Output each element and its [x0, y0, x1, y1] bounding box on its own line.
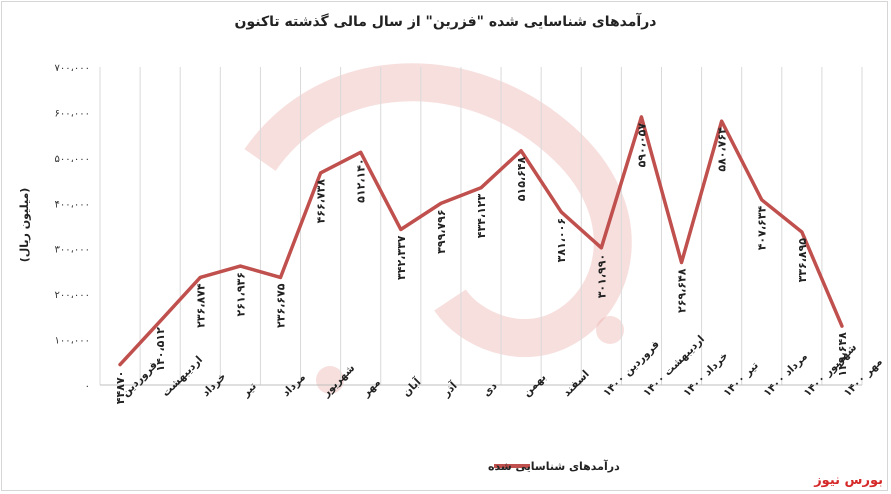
data-point — [118, 363, 122, 367]
y-tick-label: ۴۰۰،۰۰۰ — [55, 199, 90, 210]
y-axis-ticks: ۰ ۱۰۰،۰۰۰ ۲۰۰،۰۰۰ ۳۰۰،۰۰۰ ۴۰۰،۰۰۰ ۵۰۰،۰۰۰ ۶۰۰،… — [55, 63, 90, 392]
legend: درآمدهای شناسایی شده — [488, 459, 620, 473]
data-label: ۲۶۱،۹۳۶ — [234, 272, 247, 316]
data-label: ۴۰۷،۶۳۴ — [756, 206, 769, 251]
grid-lines — [99, 67, 863, 386]
data-point — [519, 149, 523, 153]
x-category-label: تیر ۱۴۰۰ — [721, 359, 761, 399]
data-point — [399, 227, 403, 231]
y-tick-label: ۵۰۰،۰۰۰ — [55, 154, 90, 165]
x-category-label: آذر — [439, 379, 460, 400]
data-label: ۱۴۰،۵۱۲ — [154, 327, 167, 372]
y-tick-label: ۶۰۰،۰۰۰ — [55, 108, 90, 119]
data-label: ۳۰۱،۹۹۰ — [595, 254, 608, 298]
x-category-label: تیر — [239, 380, 259, 400]
y-tick-label: ۱۰۰،۰۰۰ — [55, 336, 90, 347]
data-label: ۵۸۰،۷۶۴ — [716, 127, 729, 172]
y-axis-label: (میلیون ریال) — [18, 188, 31, 263]
data-label: ۳۳۶،۸۹۵ — [796, 238, 809, 283]
series-line — [118, 115, 844, 367]
data-label: ۳۹۹،۷۹۶ — [435, 209, 448, 253]
data-point — [840, 324, 844, 328]
x-category-label: مهر — [360, 377, 383, 400]
background-watermark — [244, 63, 632, 394]
data-label: ۲۳۶،۶۷۵ — [274, 283, 287, 328]
y-tick-label: ۰ — [85, 381, 90, 392]
x-category-label: اسفند — [561, 368, 592, 399]
x-category-label: دی — [481, 380, 501, 400]
data-label: ۲۶۹،۶۴۸ — [676, 268, 689, 313]
y-tick-label: ۲۰۰،۰۰۰ — [55, 290, 90, 301]
data-point — [599, 246, 603, 250]
y-tick-label: ۷۰۰،۰۰۰ — [55, 63, 90, 74]
watermark-dot — [596, 316, 624, 344]
watermark-stroke — [244, 63, 632, 357]
x-category-label: آبان — [400, 375, 424, 399]
data-point — [559, 210, 563, 214]
data-label: ۵۱۵،۶۴۸ — [515, 156, 528, 201]
data-point — [319, 171, 323, 175]
data-label: ۴۶۶،۷۳۸ — [315, 179, 328, 224]
data-label: ۳۸۱،۰۰۶ — [555, 218, 568, 262]
data-point — [439, 201, 443, 205]
data-point — [720, 119, 724, 123]
data-label: ۲۳۶،۸۷۴ — [194, 283, 207, 328]
data-label: ۳۴۲،۳۳۷ — [395, 235, 408, 280]
data-point — [639, 115, 643, 119]
chart-title: درآمدهای شناسایی شده "فزرین" از سال مالی… — [234, 14, 657, 30]
watermark-dot — [316, 366, 344, 394]
data-label: ۵۱۲،۱۴۰ — [355, 158, 368, 202]
data-point — [278, 275, 282, 279]
data-point — [800, 230, 804, 234]
data-point — [238, 264, 242, 268]
brand-watermark: بورس نیوز — [814, 473, 883, 488]
data-point — [359, 150, 363, 154]
data-label: ۴۴۸۷۰ — [114, 371, 127, 405]
data-label: ۱۲۹،۶۴۸ — [836, 332, 849, 377]
data-point — [158, 319, 162, 323]
y-tick-label: ۳۰۰،۰۰۰ — [55, 245, 90, 256]
legend-label: درآمدهای شناسایی شده — [488, 459, 620, 473]
data-label: ۵۹۰،۰۵۷ — [635, 123, 648, 168]
data-point — [198, 275, 202, 279]
data-point — [760, 198, 764, 202]
data-point — [479, 186, 483, 190]
data-label: ۴۳۴،۱۲۳ — [475, 194, 488, 239]
data-point — [680, 261, 684, 265]
data-labels: ۴۴۸۷۰ ۱۴۰،۵۱۲ ۲۳۶،۸۷۴ ۲۶۱،۹۳۶ ۲۳۶،۶۷۵ ۴۶۶،۷۳۸… — [114, 123, 849, 405]
